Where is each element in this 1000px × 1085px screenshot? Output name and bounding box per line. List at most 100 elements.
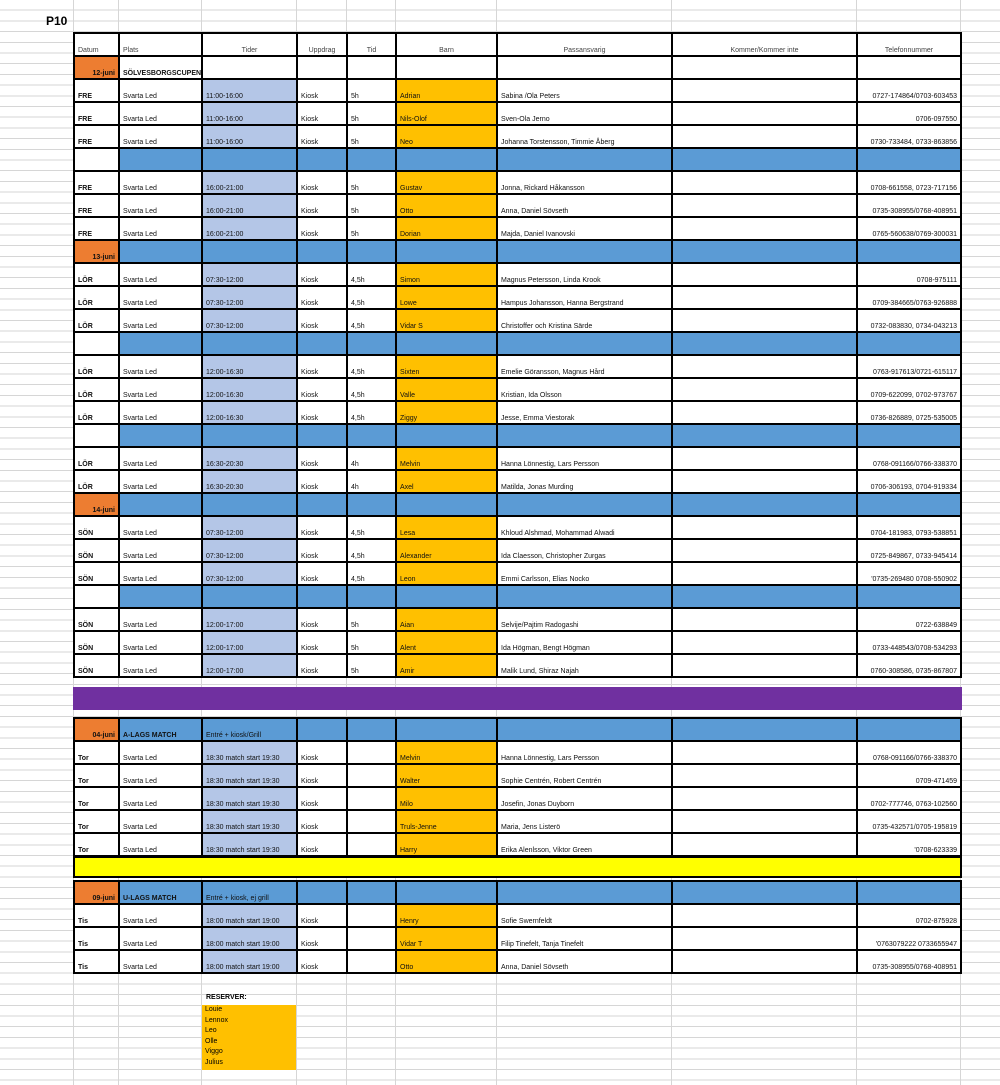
cell: Milo bbox=[395, 786, 498, 811]
cell: Kiosk bbox=[296, 561, 348, 586]
cell: Hanna Lönnestig, Lars Persson bbox=[496, 446, 673, 471]
cell bbox=[856, 239, 962, 264]
cell bbox=[346, 55, 397, 80]
cell: Josefin, Jonas Duyborn bbox=[496, 786, 673, 811]
cell: 0735-432571/0705-195819 bbox=[856, 809, 962, 834]
cell bbox=[395, 492, 498, 517]
cell: 12:00-16:30 bbox=[201, 377, 298, 402]
cell bbox=[346, 740, 397, 765]
cell: Neo bbox=[395, 124, 498, 149]
cell bbox=[671, 786, 858, 811]
cell: 0733-448543/0708-534293 bbox=[856, 630, 962, 655]
cell: 0704-181983, 0793-538851 bbox=[856, 515, 962, 540]
cell bbox=[73, 423, 120, 448]
cell bbox=[856, 55, 962, 80]
cell: Nils-Olof bbox=[395, 101, 498, 126]
cell bbox=[671, 423, 858, 448]
cell: Filip Tinefelt, Tanja Tinefelt bbox=[496, 926, 673, 951]
cell bbox=[671, 538, 858, 563]
cell: Maria, Jens Listerö bbox=[496, 809, 673, 834]
cell: '0735-269480 0708-550902 bbox=[856, 561, 962, 586]
cell: 5h bbox=[346, 607, 397, 632]
cell: Svarta Led bbox=[118, 78, 203, 103]
cell: Svarta Led bbox=[118, 786, 203, 811]
cell: 13-juni bbox=[73, 239, 120, 264]
cell: 4,5h bbox=[346, 285, 397, 310]
cell: Sabina /Ola Peters bbox=[496, 78, 673, 103]
cell: Vidar S bbox=[395, 308, 498, 333]
cell: Barn bbox=[395, 32, 498, 57]
cell: Anna, Daniel Sövseth bbox=[496, 949, 673, 974]
cell: 0702-875928 bbox=[856, 903, 962, 928]
cell bbox=[346, 763, 397, 788]
cell: Tider bbox=[201, 32, 298, 57]
cell: Svarta Led bbox=[118, 561, 203, 586]
cell bbox=[671, 740, 858, 765]
cell bbox=[346, 809, 397, 834]
cell: Svarta Led bbox=[118, 949, 203, 974]
cell: Svarta Led bbox=[118, 262, 203, 287]
cell bbox=[671, 903, 858, 928]
cell: '0763079222 0733655947 bbox=[856, 926, 962, 951]
cell: 5h bbox=[346, 124, 397, 149]
cell: 0768-091166/0766-338370 bbox=[856, 740, 962, 765]
cell bbox=[856, 492, 962, 517]
cell: 12-juni bbox=[73, 55, 120, 80]
cell: FRE bbox=[73, 216, 120, 241]
cell: Tor bbox=[73, 786, 120, 811]
reserve-name: Viggo bbox=[205, 1048, 223, 1056]
cell bbox=[395, 55, 498, 80]
cell: Jesse, Emma Viestorak bbox=[496, 400, 673, 425]
cell: 18:00 match start 19:00 bbox=[201, 949, 298, 974]
cell: 07:30-12:00 bbox=[201, 561, 298, 586]
cell: 0763-917613/0721-615117 bbox=[856, 354, 962, 379]
cell: Ida Claesson, Christopher Zurgas bbox=[496, 538, 673, 563]
cell: Kiosk bbox=[296, 308, 348, 333]
cell: Kristian, Ida Olsson bbox=[496, 377, 673, 402]
cell: Melvin bbox=[395, 740, 498, 765]
cell: U-LAGS MATCH bbox=[118, 880, 203, 905]
cell: Otto bbox=[395, 949, 498, 974]
cell bbox=[671, 561, 858, 586]
cell: 18:00 match start 19:00 bbox=[201, 926, 298, 951]
cell: 18:30 match start 19:30 bbox=[201, 740, 298, 765]
cell bbox=[395, 331, 498, 356]
cell bbox=[856, 147, 962, 172]
cell bbox=[671, 308, 858, 333]
cell: Svarta Led bbox=[118, 285, 203, 310]
cell: 4,5h bbox=[346, 262, 397, 287]
cell bbox=[346, 492, 397, 517]
cell: Khloud Alshmad, Mohammad Alwadi bbox=[496, 515, 673, 540]
cell: Emelie Göransson, Magnus Hård bbox=[496, 354, 673, 379]
cell: Svarta Led bbox=[118, 630, 203, 655]
cell bbox=[496, 331, 673, 356]
cell: Sophie Centrén, Robert Centrén bbox=[496, 763, 673, 788]
cell: Svarta Led bbox=[118, 740, 203, 765]
cell bbox=[671, 285, 858, 310]
cell: 11:00-16:00 bbox=[201, 101, 298, 126]
cell bbox=[856, 584, 962, 609]
cell bbox=[496, 880, 673, 905]
separator-bar bbox=[73, 856, 962, 878]
cell: Walter bbox=[395, 763, 498, 788]
cell: Telefonnummer bbox=[856, 32, 962, 57]
cell: 18:30 match start 19:30 bbox=[201, 763, 298, 788]
cell: Kiosk bbox=[296, 832, 348, 857]
cell: Kiosk bbox=[296, 740, 348, 765]
cell: 0760-308586, 0735-867807 bbox=[856, 653, 962, 678]
cell bbox=[201, 147, 298, 172]
cell: Kiosk bbox=[296, 607, 348, 632]
cell: Amir bbox=[395, 653, 498, 678]
cell bbox=[395, 880, 498, 905]
cell: Kiosk bbox=[296, 786, 348, 811]
sheet-title: P10 bbox=[46, 14, 68, 28]
cell: Svarta Led bbox=[118, 653, 203, 678]
cell: 4,5h bbox=[346, 561, 397, 586]
cell bbox=[346, 423, 397, 448]
cell bbox=[118, 492, 203, 517]
cell bbox=[856, 331, 962, 356]
cell: 0735-308955/0768-408951 bbox=[856, 949, 962, 974]
cell: Tis bbox=[73, 903, 120, 928]
cell: Erika Alenlsson, Viktor Green bbox=[496, 832, 673, 857]
cell bbox=[496, 147, 673, 172]
